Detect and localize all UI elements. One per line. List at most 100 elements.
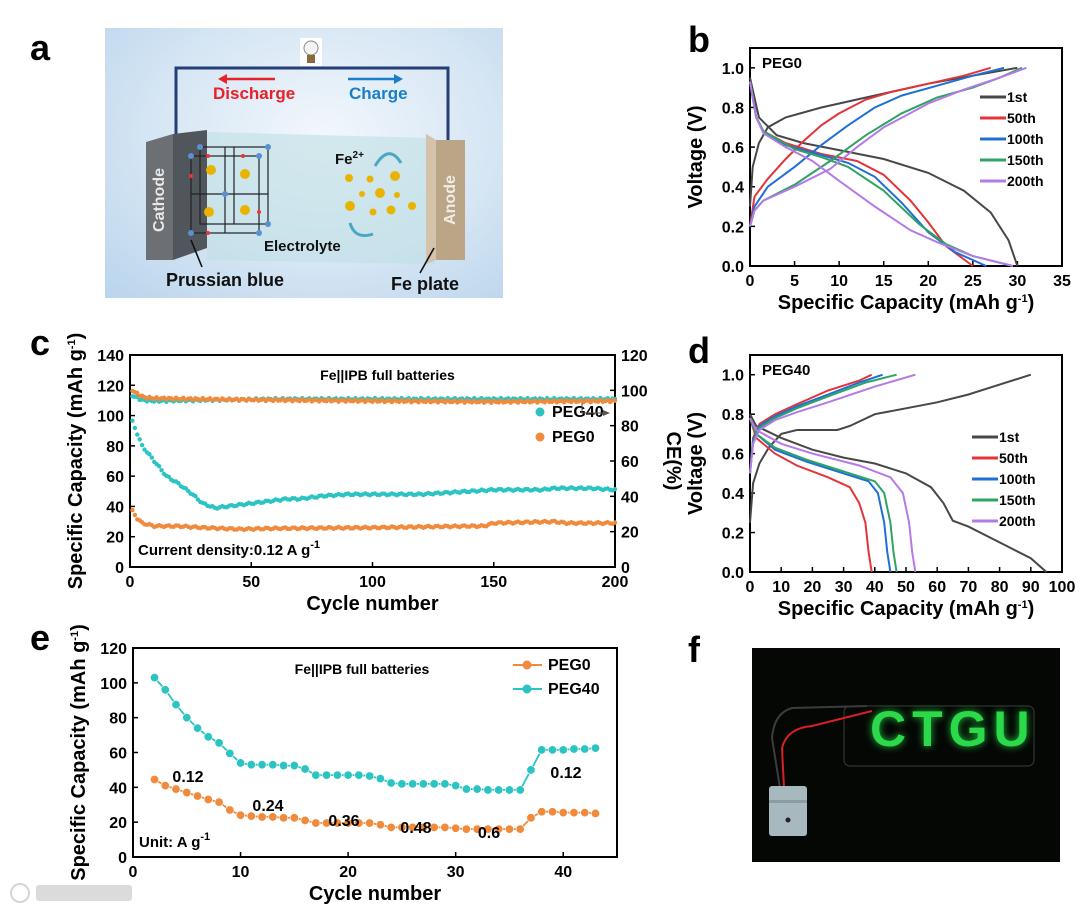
ce-point [607,398,613,403]
capacity-point [195,497,201,502]
capacity-point [353,491,358,496]
capacity-point [520,520,526,526]
capacity-point [217,505,222,510]
capacity-point [477,488,482,494]
y-tick-label: 100 [100,676,127,693]
ce-point [525,398,530,403]
data-point [558,745,568,755]
capacity-point [360,492,365,497]
capacity-point [535,519,540,524]
ce-point [418,396,424,401]
ce-point [484,396,489,401]
data-point [408,822,418,832]
x-tick-label: 5 [790,273,799,290]
capacity-point [418,524,424,529]
charge-curve-1st [749,66,1018,207]
capacity-point [607,521,613,526]
ce-point [329,397,334,403]
capacity-point [358,492,363,498]
ce-point [292,396,298,401]
ce-point [314,397,319,403]
capacity-point [375,492,380,498]
ce-point [578,398,584,403]
capacity-point [411,525,416,530]
capacity-point [460,489,465,494]
ce-point [399,395,404,401]
capacity-point [377,492,382,498]
x-tick-label: 0 [746,579,755,596]
capacity-point [547,487,552,492]
x-tick-label: 10 [830,273,848,290]
capacity-point [574,521,579,527]
schematic-drawing [146,38,465,274]
y2-tick-label: 20 [621,525,639,542]
label-text: Specific Capacity (mAh g [778,598,1018,620]
y-tick-label: 20 [106,530,124,547]
capacity-point [401,492,407,497]
ce-point [363,399,368,405]
capacity-point [460,523,465,529]
label-superscript: -1 [1018,293,1028,305]
y-tick-label: 0.4 [722,180,744,197]
capacity-point [246,525,252,531]
ce-point [508,398,513,403]
ce-point [389,398,395,403]
rate-label: 0.6 [478,825,500,842]
capacity-point [360,525,365,531]
capacity-point [164,523,169,528]
ce-point [392,398,397,403]
ce-point [581,399,586,405]
led-text: CTGU [870,701,1036,757]
capacity-point [198,499,203,505]
ce-point [280,395,285,401]
capacity-point [542,518,547,524]
y-tick-label: 0.0 [722,259,744,276]
x-tick-label: 50 [897,579,915,596]
capacity-point [532,519,538,524]
rate-label: 0.12 [172,769,203,786]
capacity-point [367,526,373,531]
ce-point [559,396,564,401]
capacity-point [452,489,458,494]
capacity-point [438,491,443,496]
capacity-point [520,488,526,493]
capacity-point [154,524,159,529]
capacity-point [564,521,569,527]
current-density-label: Current density:0.12 A g-1 [138,539,320,559]
charge-curve-1st [749,373,1032,523]
ce-point [598,395,603,401]
ce-point [557,398,562,404]
capacity-point [200,500,205,505]
capacity-point [372,491,378,496]
ce-point [253,396,259,401]
prussian-blue-label: Prussian blue [166,270,285,290]
ce-point [307,396,312,401]
label-text: Voltage (V) [685,412,707,515]
capacity-point [176,523,181,528]
ce-point [418,398,424,403]
x-tick-label: 0 [126,574,135,591]
ce-point [149,396,155,401]
data-point [171,784,181,794]
capacity-point [309,525,315,530]
capacity-point [212,505,218,510]
ce-point [479,396,484,401]
y-tick-label: 1.0 [722,61,744,78]
capacity-point [423,491,429,497]
ce-point [363,398,368,403]
ce-point [130,394,135,399]
ce-point [251,397,256,403]
legend-label: 50th [1007,110,1036,126]
data-point [322,770,332,780]
capacity-point [287,526,293,532]
data-point [504,785,514,795]
legend-marker [535,432,545,442]
capacity-point [552,518,557,524]
capacity-point [523,487,528,492]
capacity-point [372,524,378,529]
ce-point [477,399,482,405]
ce-point [610,398,615,403]
capacity-point [559,485,564,490]
series-PEG0 [150,774,600,834]
data-point [236,758,246,768]
